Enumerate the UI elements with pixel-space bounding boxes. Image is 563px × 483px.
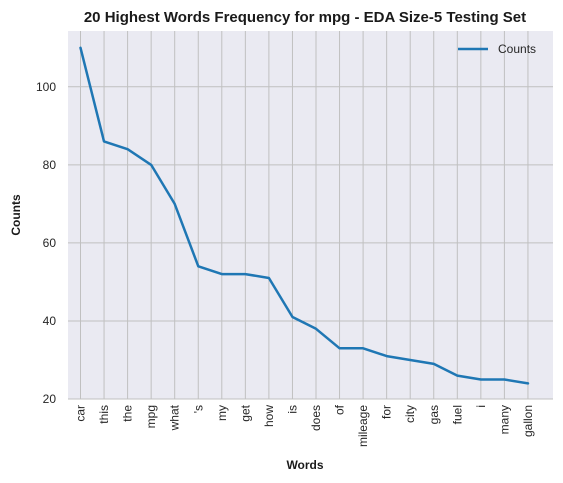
x-tick-label: is — [285, 405, 299, 414]
y-axis-ticks: 20 40 60 80 100 — [36, 80, 56, 406]
x-tick-label: the — [121, 405, 135, 422]
x-tick-label: 's — [191, 405, 205, 413]
y-tick-label: 40 — [43, 314, 57, 328]
y-tick-label: 100 — [36, 80, 56, 94]
x-tick-label: i — [474, 405, 488, 408]
x-tick-label: gallon — [521, 405, 535, 437]
legend-label: Counts — [498, 42, 536, 56]
x-tick-label: this — [97, 405, 111, 424]
chart-title: 20 Highest Words Frequency for mpg - EDA… — [84, 9, 526, 26]
x-tick-label: car — [74, 405, 88, 422]
x-axis-ticks: car this the mpg what 's my get how is does of milea… — [74, 404, 535, 447]
legend: Counts — [458, 42, 536, 56]
x-tick-label: get — [238, 404, 252, 421]
y-axis-label: Counts — [9, 194, 23, 236]
x-tick-label: of — [333, 404, 347, 415]
x-axis-label: Words — [286, 458, 323, 472]
y-tick-label: 20 — [43, 392, 57, 406]
series-line-counts — [79, 46, 530, 385]
x-tick-label: gas — [427, 405, 441, 424]
x-tick-label: mpg — [144, 405, 158, 428]
x-tick-label: what — [168, 404, 182, 431]
x-tick-label: mileage — [356, 405, 370, 447]
grid-lines — [68, 31, 553, 400]
x-tick-label: many — [497, 405, 511, 434]
x-tick-label: city — [403, 405, 417, 423]
y-tick-label: 80 — [43, 158, 57, 172]
x-tick-label: for — [380, 405, 394, 419]
x-tick-label: fuel — [450, 405, 464, 424]
y-tick-label: 60 — [43, 236, 57, 250]
x-tick-label: my — [215, 405, 229, 421]
x-tick-label: does — [309, 405, 323, 431]
plot-area — [68, 31, 553, 399]
x-tick-label: how — [262, 405, 276, 427]
